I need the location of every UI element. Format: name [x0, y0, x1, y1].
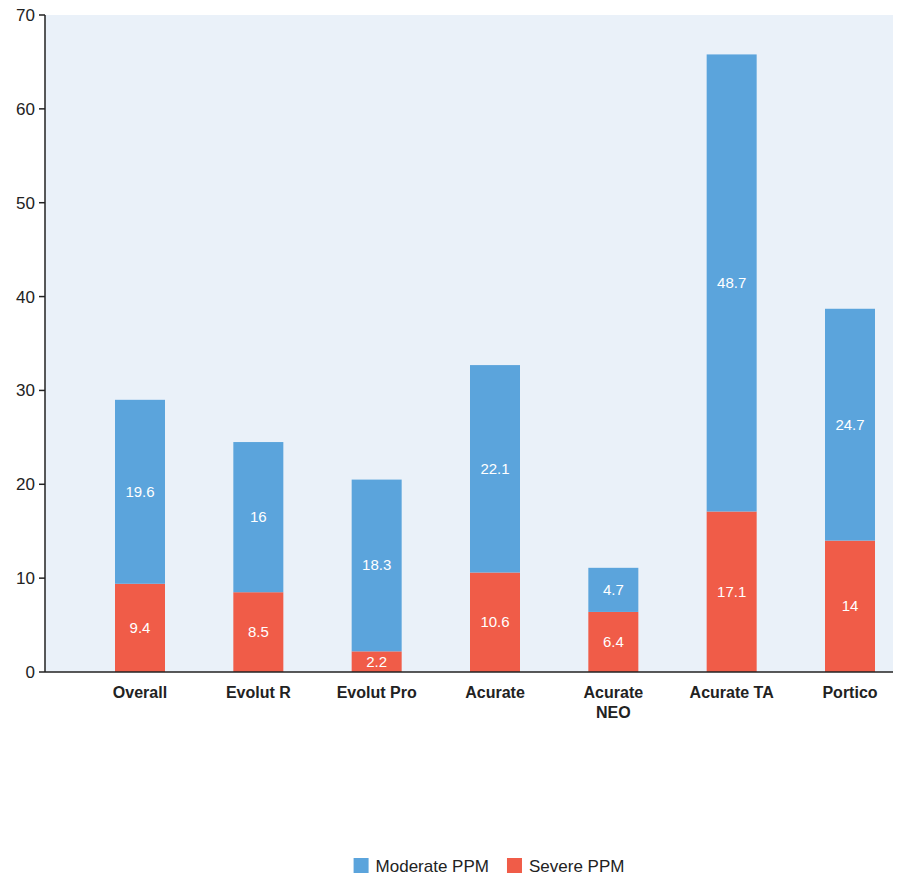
legend-swatch: [354, 858, 369, 873]
legend: Moderate PPM Severe PPM: [354, 857, 625, 876]
bar-segment: [825, 309, 875, 541]
chart: 9.4 8.5 2.2 10.6 6.4 17.1 14 19.6 16 18.3 22.1 4.7 4…: [0, 0, 899, 895]
y-tick: [39, 671, 45, 673]
data-label: 2.2: [366, 653, 387, 670]
data-label: 18.3: [362, 556, 391, 573]
data-label: 17.1: [717, 583, 746, 600]
data-label: 6.4: [603, 633, 624, 650]
data-label: 48.7: [717, 274, 746, 291]
legend-label: Severe PPM: [529, 857, 624, 876]
y-tick-label: 0: [26, 663, 35, 682]
x-axis-line: [45, 671, 893, 673]
bar-segment: [707, 54, 757, 511]
y-tick: [39, 390, 45, 392]
x-tick-label: Portico: [822, 684, 877, 701]
bar-segment: [707, 512, 757, 672]
bar-segment: [352, 480, 402, 652]
data-label: 8.5: [248, 623, 269, 640]
y-tick: [39, 484, 45, 486]
x-tick-label: Overall: [113, 684, 167, 701]
data-labels: 9.4 8.5 2.2 10.6 6.4 17.1 14 19.6 16 18.3 22.1 4.7 4…: [125, 274, 864, 670]
x-tick-label: Acurate: [465, 684, 525, 701]
y-tick: [39, 577, 45, 579]
data-label: 14: [842, 597, 859, 614]
bar-segment: [588, 568, 638, 612]
x-tick-label-line: Acurate: [584, 684, 644, 701]
y-tick: [39, 202, 45, 204]
data-label: 10.6: [480, 613, 509, 630]
bar-segment: [470, 573, 520, 672]
data-label: 24.7: [835, 416, 864, 433]
bar-segment: [588, 612, 638, 672]
y-tick-label: 20: [16, 475, 35, 494]
x-tick-label: Acurate NEO: [584, 684, 644, 721]
y-tick-label: 50: [16, 194, 35, 213]
x-tick-label-line: NEO: [596, 704, 631, 721]
legend-swatch: [507, 858, 522, 873]
data-label: 19.6: [125, 483, 154, 500]
x-tick-label: Acurate TA: [690, 684, 775, 701]
bar-segment: [825, 541, 875, 672]
y-tick-label: 60: [16, 100, 35, 119]
y-tick-label: 30: [16, 381, 35, 400]
bar-segment: [115, 400, 165, 584]
y-tick: [39, 14, 45, 16]
data-label: 9.4: [130, 619, 151, 636]
legend-label: Moderate PPM: [376, 857, 489, 876]
data-label: 16: [250, 508, 267, 525]
y-tick: [39, 296, 45, 298]
bar-segment: [470, 365, 520, 572]
x-tick-label: Evolut Pro: [337, 684, 417, 701]
plot-background: [45, 15, 893, 672]
bar-segment: [352, 651, 402, 672]
bars: [115, 54, 875, 672]
y-tick-label: 40: [16, 288, 35, 307]
y-axis-line: [44, 15, 46, 672]
y-tick: [39, 108, 45, 110]
y-tick-label: 70: [16, 6, 35, 25]
bar-segment: [115, 584, 165, 672]
x-tick-label: Evolut R: [226, 684, 291, 701]
y-tick-label: 10: [16, 569, 35, 588]
data-label: 4.7: [603, 581, 624, 598]
bar-segment: [233, 442, 283, 592]
data-label: 22.1: [480, 460, 509, 477]
bar-segment: [233, 592, 283, 672]
